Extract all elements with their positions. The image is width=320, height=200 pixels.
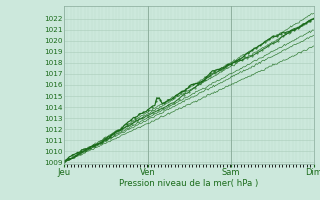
X-axis label: Pression niveau de la mer( hPa ): Pression niveau de la mer( hPa )	[119, 179, 259, 188]
